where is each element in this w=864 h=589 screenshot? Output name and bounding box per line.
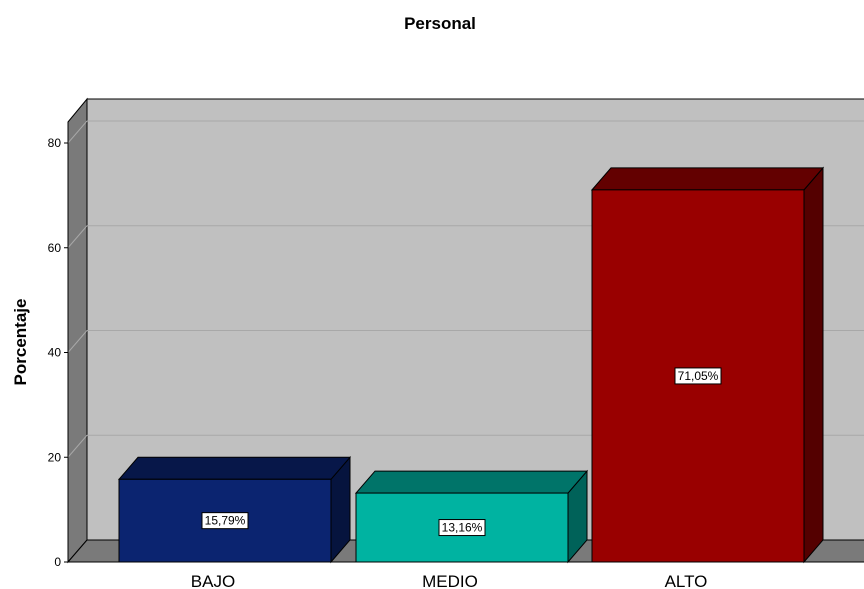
data-label-box [438,519,486,537]
y-tick-label: 20 [48,450,62,464]
gridline [67,434,88,458]
bar-side [803,166,824,564]
data-label: 13,16% [442,521,483,535]
y-tick-label: 60 [48,241,62,255]
bar-alto: 71,05% [590,166,825,564]
y-axis-label: Porcentaje [11,299,30,386]
y-tick-label: 40 [48,346,62,360]
x-tick-label: BAJO [191,572,235,589]
bars: 15,79% 13,16% 71,05% [117,166,825,564]
data-label-box [674,367,722,385]
bar-bajo: 15,79% [117,455,352,564]
bar-top [354,470,589,494]
x-axis: BAJO MEDIO ALTO [68,561,864,589]
bar-top [590,167,825,191]
y-tick-label: 0 [54,555,61,569]
gridline [67,225,88,249]
data-label: 15,79% [205,514,246,528]
chart-title: Personal [404,14,476,33]
data-label-box [201,512,249,530]
y-axis: 0 20 40 60 80 [48,122,69,569]
data-label: 71,05% [678,369,719,383]
left-wall [67,97,88,564]
gridline [67,330,88,353]
bar-medio: 13,16% [354,469,589,564]
x-tick-label: ALTO [665,572,708,589]
gridline [67,120,88,144]
bar-top [117,456,352,480]
y-tick-label: 80 [48,136,62,150]
x-tick-label: MEDIO [422,572,478,589]
